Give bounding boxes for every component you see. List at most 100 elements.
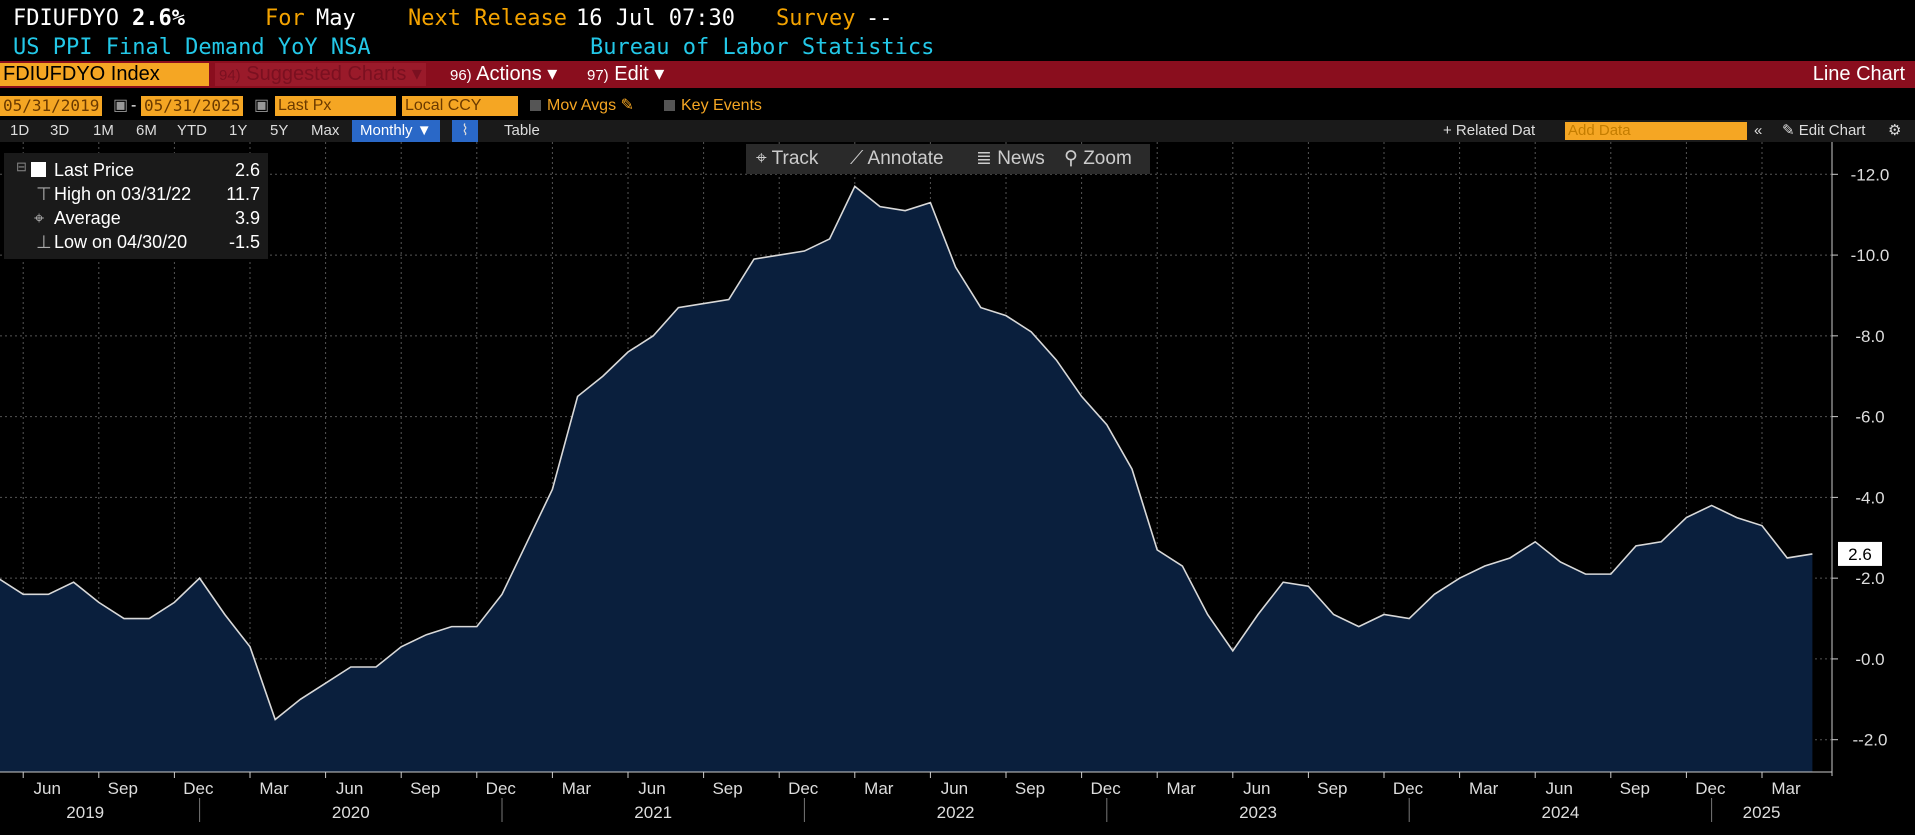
date-separator: - xyxy=(131,97,137,114)
ticker-code: FDIUFDYO xyxy=(13,6,119,31)
last-value-tag-label: 2.6 xyxy=(1848,545,1872,564)
key-events-toggle[interactable]: Key Events xyxy=(664,96,762,116)
line-chart-icon[interactable]: ⌇ xyxy=(452,120,478,142)
suggested-charts-label: Suggested Charts xyxy=(246,63,407,85)
x-tick-label: Mar xyxy=(1167,779,1197,798)
key-events-label: Key Events xyxy=(681,97,762,114)
y-tick-label: -4.0 xyxy=(1855,488,1884,507)
edit-label: Edit xyxy=(614,63,649,85)
news-label: News xyxy=(997,148,1045,169)
end-date-input[interactable]: 05/31/2025 xyxy=(141,96,244,116)
annotate-icon: ⟋ xyxy=(850,148,864,169)
last-value: 2.6% xyxy=(132,6,185,31)
track-button[interactable]: ⌖ Track xyxy=(756,144,818,174)
x-tick-label: Mar xyxy=(864,779,894,798)
actions-number: 96) xyxy=(450,67,472,84)
chart-area[interactable]: --2.0 -0.0 -2.0 -4.0 -6.0 -8.0 -10.0 -12.0 2.6 J… xyxy=(0,142,1915,835)
legend-high-label: High on 03/31/22 xyxy=(54,184,192,204)
period-1m[interactable]: 1M xyxy=(93,122,114,139)
x-tick-label: Sep xyxy=(712,779,742,798)
gear-icon[interactable]: ⚙ xyxy=(1888,122,1902,139)
x-year-label: 2024 xyxy=(1541,803,1579,822)
x-tick-label: Dec xyxy=(788,779,819,798)
x-year-label: 2025 xyxy=(1743,803,1781,822)
field-select[interactable]: Last Px xyxy=(275,96,396,116)
x-tick-label: Jun xyxy=(638,779,665,798)
legend-average-value: 3.9 xyxy=(234,208,260,228)
currency-select[interactable]: Local CCY xyxy=(402,96,518,116)
legend-low-label: Low on 04/30/20 xyxy=(54,232,188,252)
x-tick-label: Jun xyxy=(33,779,60,798)
news-icon: ≣ xyxy=(976,148,992,169)
chart-tools: ⌖ Track ⟋ Annotate ≣ News ⚲ Zoom xyxy=(746,144,1150,174)
series-line xyxy=(0,185,1813,721)
news-button[interactable]: ≣ News xyxy=(976,144,1045,174)
period-max[interactable]: Max xyxy=(311,122,340,139)
zoom-button[interactable]: ⚲ Zoom xyxy=(1064,144,1132,174)
annotate-button[interactable]: ⟋ Annotate xyxy=(850,144,944,174)
low-icon: ⊥ xyxy=(36,232,52,252)
add-data-input[interactable]: Add Data xyxy=(1565,122,1747,140)
actions-menu[interactable]: 96) Actions ▾ xyxy=(450,63,558,85)
chart-type-label[interactable]: Line Chart xyxy=(1812,63,1905,85)
magnifier-icon: ⚲ xyxy=(1064,148,1078,169)
period-1d[interactable]: 1D xyxy=(10,122,30,139)
actions-label: Actions xyxy=(476,63,542,85)
for-value: May xyxy=(316,6,356,31)
next-release-label: Next Release xyxy=(408,6,567,31)
start-date-input[interactable]: 05/31/2019 xyxy=(0,96,103,116)
x-tick-label: Sep xyxy=(1620,779,1650,798)
suggested-charts-menu[interactable]: 94) Suggested Charts ▾ xyxy=(215,63,426,86)
series-swatch xyxy=(31,162,46,177)
collapse-icon[interactable]: « xyxy=(1754,122,1763,139)
security-description: US PPI Final Demand YoY NSA xyxy=(13,35,371,60)
high-icon: ⊤ xyxy=(36,184,52,204)
pencil-icon: ✎ xyxy=(1782,122,1795,139)
x-year-label: 2022 xyxy=(937,803,975,822)
zoom-label: Zoom xyxy=(1083,148,1132,169)
last-value-tag xyxy=(1838,541,1882,566)
x-tick-label: Dec xyxy=(183,779,214,798)
edit-menu[interactable]: 97) Edit ▾ xyxy=(587,63,665,85)
suggested-charts-number: 94) xyxy=(219,67,241,84)
frequency-select[interactable]: Monthly ▼ xyxy=(352,120,440,142)
calendar-icon[interactable]: ▣ xyxy=(113,97,129,114)
x-tick-label: Mar xyxy=(259,779,289,798)
x-tick-label: Mar xyxy=(562,779,592,798)
security-field[interactable]: FDIUFDYO Index xyxy=(0,63,209,86)
period-1y[interactable]: 1Y xyxy=(229,122,248,139)
y-tick-label: -6.0 xyxy=(1855,408,1884,427)
average-icon: ⌖ xyxy=(34,208,45,228)
related-data-button[interactable]: + Related Dat xyxy=(1443,122,1536,139)
x-axis: Jun Sep Dec Mar Jun Sep Dec Mar Jun Sep Dec Mar Jun S… xyxy=(0,771,1832,822)
legend-high-value: 11.7 xyxy=(226,184,260,204)
survey-value: -- xyxy=(866,6,893,31)
legend-last-value: 2.6 xyxy=(234,160,260,180)
survey-label: Survey xyxy=(776,6,856,31)
edit-chart-label: Edit Chart xyxy=(1798,122,1866,139)
data-source: Bureau of Labor Statistics xyxy=(590,35,935,60)
x-tick-label: Jun xyxy=(1545,779,1572,798)
x-tick-label: Sep xyxy=(410,779,440,798)
collapse-icon[interactable]: ⊟ xyxy=(16,159,27,174)
edit-chart-button[interactable]: ✎ Edit Chart xyxy=(1782,120,1865,142)
legend: ⊟ Last Price 2.6 ⊤ High on 03/31/22 11.7… xyxy=(4,153,268,259)
x-tick-label: Sep xyxy=(1015,779,1045,798)
annotate-label: Annotate xyxy=(867,148,944,169)
period-5y[interactable]: 5Y xyxy=(270,122,289,139)
period-bar: 1D 3D 1M 6M YTD 1Y 5Y Max Monthly ▼ ⌇ Ta… xyxy=(0,120,1915,142)
edit-number: 97) xyxy=(587,67,609,84)
period-ytd[interactable]: YTD xyxy=(177,122,207,139)
mov-avgs-toggle[interactable]: Mov Avgs ✎ xyxy=(530,96,634,116)
period-6m[interactable]: 6M xyxy=(136,122,157,139)
period-3d[interactable]: 3D xyxy=(50,122,70,139)
x-tick-label: Dec xyxy=(1393,779,1424,798)
y-tick-label: -10.0 xyxy=(1851,246,1890,265)
x-year-label: 2020 xyxy=(332,803,370,822)
y-tick-label: -8.0 xyxy=(1855,327,1884,346)
series-area-fill xyxy=(0,186,1813,772)
x-year-label: 2023 xyxy=(1239,803,1277,822)
table-button[interactable]: Table xyxy=(504,122,540,139)
calendar-icon[interactable]: ▣ xyxy=(254,97,270,114)
series-area xyxy=(0,185,1813,772)
